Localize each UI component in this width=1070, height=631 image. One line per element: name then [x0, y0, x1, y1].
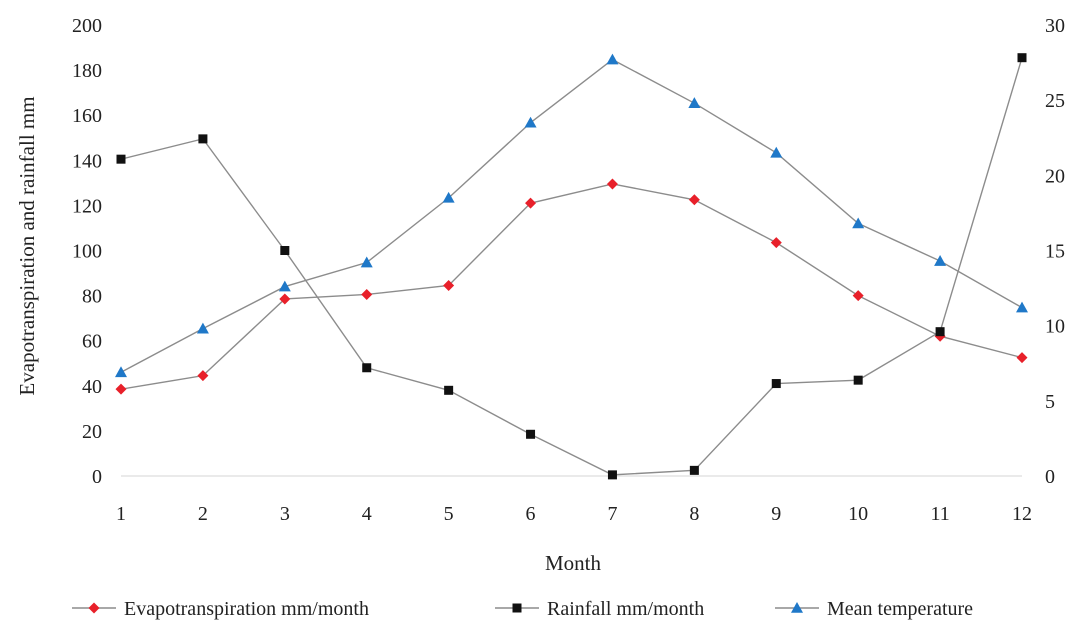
data-point — [606, 53, 619, 65]
data-point — [361, 288, 373, 300]
x-tick-label: 10 — [848, 503, 868, 525]
data-point — [196, 322, 209, 334]
legend-marker — [791, 602, 803, 613]
y-axis-title: Evapotranspiration and rainfall mm — [15, 96, 39, 395]
data-point — [852, 217, 865, 229]
legend-label: Rainfall mm/month — [547, 598, 704, 620]
y-tick-label: 180 — [72, 60, 102, 82]
y2-tick-label: 0 — [1045, 466, 1055, 488]
x-tick-label: 12 — [1012, 503, 1032, 525]
series-layer — [115, 53, 1028, 480]
series-group — [115, 178, 1028, 395]
x-tick-label: 11 — [930, 503, 949, 525]
legend-marker — [512, 603, 522, 613]
data-point — [525, 197, 537, 209]
data-point — [115, 366, 127, 378]
x-tick-label: 1 — [116, 503, 126, 525]
data-point — [524, 116, 537, 128]
right-axis-ticks: 0 5 10 15 20 25 30 — [1045, 15, 1065, 488]
data-point — [852, 290, 864, 302]
data-point — [934, 255, 947, 266]
x-tick-label: 4 — [362, 503, 372, 525]
y-tick-label: 60 — [82, 331, 102, 353]
data-point — [1016, 352, 1028, 364]
series-group — [116, 53, 1027, 480]
x-axis-ticks: 1 2 3 4 5 6 7 8 9 10 11 12 — [116, 503, 1032, 525]
data-point — [280, 246, 290, 255]
legend: Evapotranspiration mm/month Rainfall mm/m… — [72, 598, 973, 620]
y-tick-label: 100 — [72, 241, 102, 263]
y-tick-label: 20 — [82, 421, 102, 443]
y2-tick-label: 25 — [1045, 90, 1065, 112]
data-point — [853, 375, 863, 385]
data-point — [935, 327, 945, 337]
y2-tick-label: 30 — [1045, 15, 1065, 37]
data-point — [526, 429, 536, 439]
legend-label: Evapotranspiration mm/month — [124, 598, 369, 620]
y2-tick-label: 5 — [1045, 391, 1055, 413]
y-tick-label: 160 — [72, 105, 102, 127]
legend-item: Mean temperature — [775, 598, 973, 620]
data-point — [362, 363, 372, 373]
x-tick-label: 2 — [198, 503, 208, 525]
data-point — [197, 370, 209, 382]
data-point — [606, 178, 618, 190]
data-point — [689, 465, 699, 475]
series-line — [120, 57, 1023, 476]
y-tick-label: 120 — [72, 195, 102, 217]
y-tick-label: 200 — [72, 15, 102, 37]
y2-tick-label: 20 — [1045, 165, 1065, 187]
data-point — [115, 383, 127, 395]
data-point — [770, 237, 782, 249]
y-tick-label: 80 — [82, 286, 102, 308]
data-point — [442, 191, 455, 203]
legend-item: Rainfall mm/month — [495, 598, 704, 620]
x-tick-label: 5 — [444, 503, 454, 525]
y2-tick-label: 15 — [1045, 241, 1065, 263]
x-tick-label: 3 — [280, 503, 290, 525]
data-point — [771, 379, 781, 389]
data-point — [1016, 301, 1028, 313]
data-point — [278, 280, 291, 292]
data-point — [688, 194, 700, 206]
x-tick-label: 7 — [607, 503, 617, 525]
y-tick-label: 140 — [72, 150, 102, 172]
data-point — [116, 154, 126, 164]
series-line — [120, 58, 1023, 373]
y2-tick-label: 10 — [1045, 316, 1065, 338]
data-point — [688, 97, 701, 108]
legend-marker — [88, 602, 100, 614]
data-point — [770, 146, 783, 158]
x-tick-label: 6 — [526, 503, 536, 525]
y-tick-label: 40 — [82, 376, 102, 398]
legend-item: Evapotranspiration mm/month — [72, 598, 369, 620]
data-point — [443, 279, 455, 291]
x-axis-title: Month — [545, 551, 602, 575]
x-tick-label: 8 — [689, 503, 699, 525]
series-group — [115, 53, 1028, 378]
data-point — [444, 385, 454, 395]
data-point — [198, 134, 208, 144]
data-point — [279, 293, 291, 305]
legend-label: Mean temperature — [827, 598, 973, 620]
series-line — [120, 183, 1023, 390]
data-point — [360, 256, 373, 268]
x-tick-label: 9 — [771, 503, 781, 525]
y-tick-label: 0 — [92, 466, 102, 488]
data-point — [607, 470, 617, 480]
left-axis-ticks: 0 20 40 60 80 100 120 140 160 180 200 — [72, 15, 102, 488]
data-point — [1017, 53, 1027, 63]
